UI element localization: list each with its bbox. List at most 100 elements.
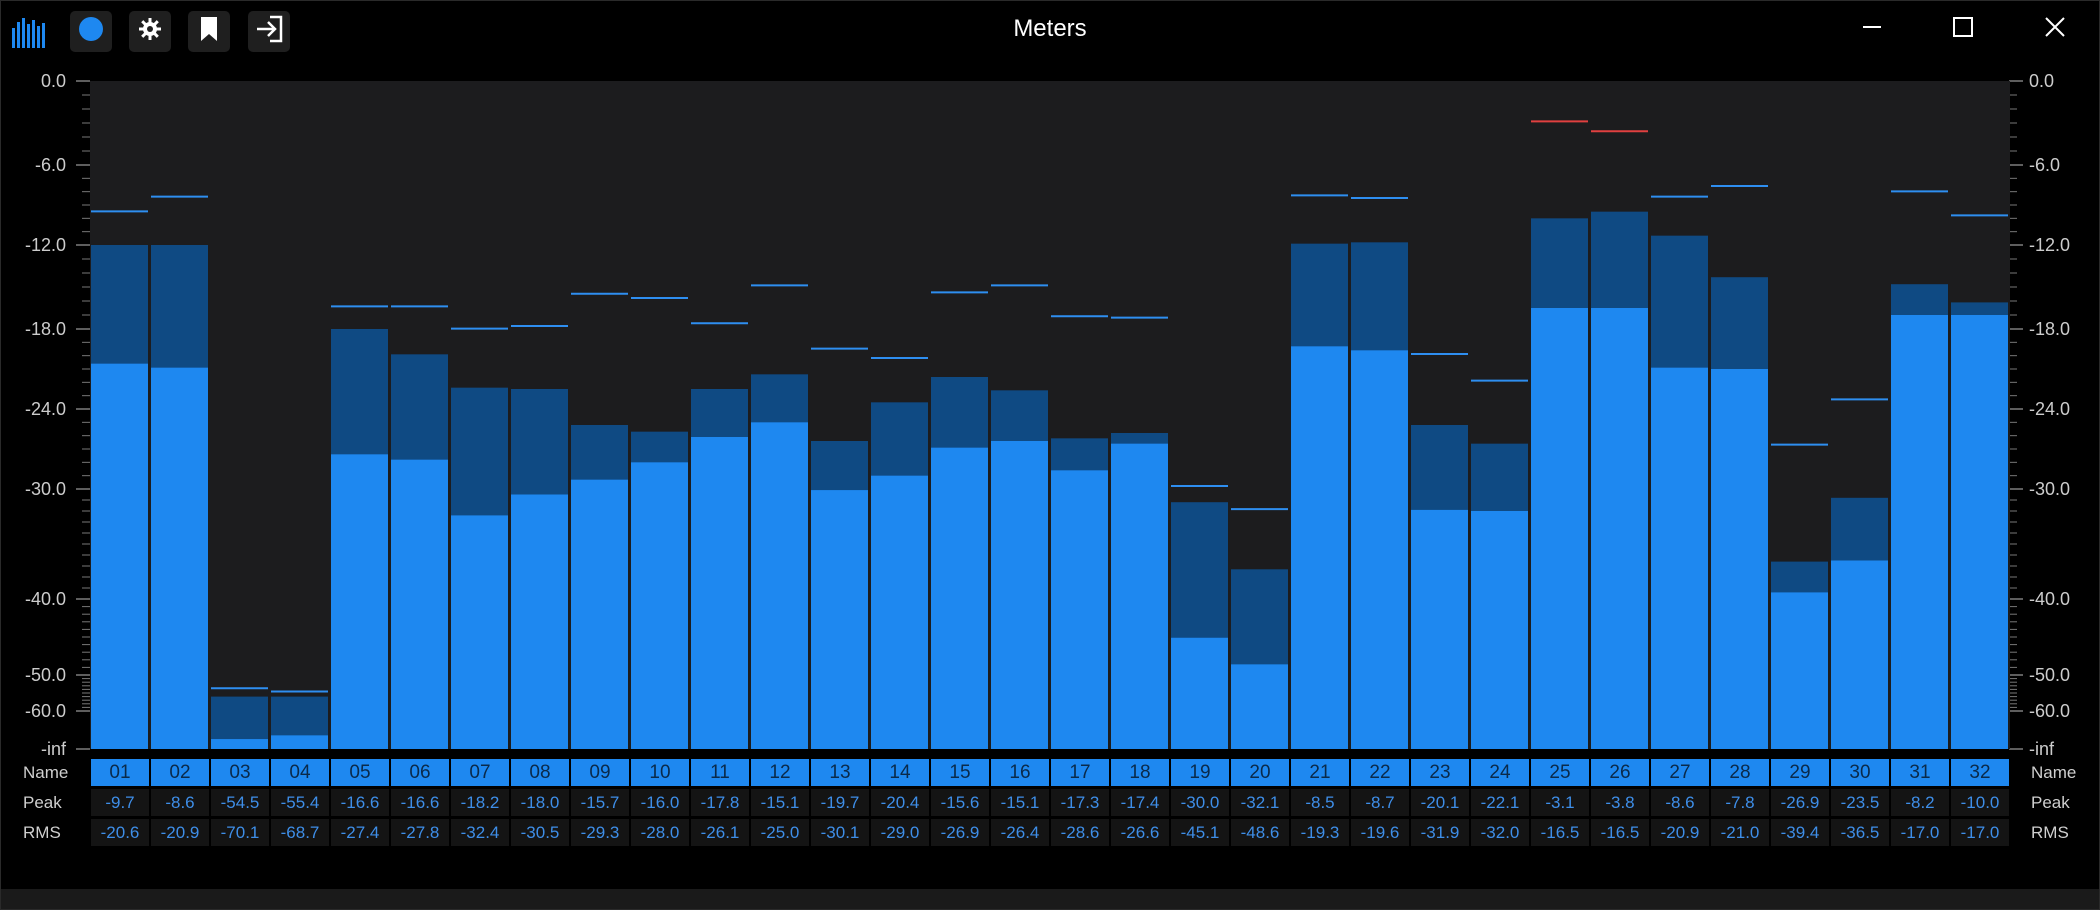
- name-cell-10[interactable]: 10: [631, 759, 689, 786]
- record-button[interactable]: [70, 11, 112, 52]
- name-cell-16[interactable]: 16: [991, 759, 1049, 786]
- scale-tick-label: -50.0: [2029, 665, 2071, 685]
- row-label-name: Name: [23, 763, 69, 782]
- scale-tick-label: -18.0: [24, 319, 66, 339]
- name-cell-30[interactable]: 30: [1831, 759, 1889, 786]
- minimize-button[interactable]: [1842, 9, 1902, 49]
- rms-bar: [1531, 308, 1588, 749]
- peak-cell-14: -20.4: [871, 789, 929, 816]
- minimize-icon: [1862, 17, 1882, 42]
- rms-bar: [991, 441, 1048, 749]
- scale-tick-label: -24.0: [2029, 399, 2071, 419]
- channel-meter-29: [1771, 443, 1828, 749]
- peak-cell-17: -17.3: [1051, 789, 1109, 816]
- peak-cell-19: -30.0: [1171, 789, 1229, 816]
- rms-cell-18: -26.6: [1111, 819, 1169, 846]
- rms-cell-29: -39.4: [1771, 819, 1829, 846]
- title-bar: Meters: [1, 1, 2099, 63]
- close-icon: [2044, 16, 2066, 43]
- name-cell-08[interactable]: 08: [511, 759, 569, 786]
- rms-cell-08: -30.5: [511, 819, 569, 846]
- channel-meter-05: [331, 305, 388, 749]
- name-cell-25[interactable]: 25: [1531, 759, 1589, 786]
- rms-bar: [871, 475, 928, 749]
- rms-cell-19: -45.1: [1171, 819, 1229, 846]
- scale-tick-label: -30.0: [24, 479, 66, 499]
- settings-button[interactable]: [129, 11, 171, 52]
- peak-cell-25: -3.1: [1531, 789, 1589, 816]
- bookmark-icon: [199, 16, 219, 47]
- row-label-name: Name: [2031, 763, 2077, 782]
- rms-bar: [1291, 346, 1348, 749]
- rms-cell-12: -25.0: [751, 819, 809, 846]
- rms-bar: [571, 479, 628, 749]
- rms-cell-05: -27.4: [331, 819, 389, 846]
- peak-cell-23: -20.1: [1411, 789, 1469, 816]
- scale-tick-label: -inf: [2029, 739, 2055, 759]
- peak-cell-28: -7.8: [1711, 789, 1769, 816]
- name-cell-26[interactable]: 26: [1591, 759, 1649, 786]
- name-cell-31[interactable]: 31: [1891, 759, 1949, 786]
- name-cell-02[interactable]: 02: [151, 759, 209, 786]
- rms-bar: [91, 363, 148, 749]
- meter-plot-area: [90, 81, 2010, 749]
- rms-bar: [211, 739, 268, 749]
- channel-meter-26: [1591, 130, 1648, 749]
- name-cell-06[interactable]: 06: [391, 759, 449, 786]
- peak-cell-11: -17.8: [691, 789, 749, 816]
- peak-cell-18: -17.4: [1111, 789, 1169, 816]
- row-label-peak: Peak: [23, 793, 62, 812]
- channel-meter-11: [691, 322, 748, 749]
- rms-bar: [1891, 315, 1948, 749]
- name-cell-28[interactable]: 28: [1711, 759, 1769, 786]
- peak-cell-05: -16.6: [331, 789, 389, 816]
- name-cell-18[interactable]: 18: [1111, 759, 1169, 786]
- maximize-button[interactable]: [1933, 9, 1993, 49]
- name-cell-32[interactable]: 32: [1951, 759, 2009, 786]
- name-cell-23[interactable]: 23: [1411, 759, 1469, 786]
- name-cell-09[interactable]: 09: [571, 759, 629, 786]
- name-cell-29[interactable]: 29: [1771, 759, 1829, 786]
- channel-meter-16: [991, 284, 1048, 749]
- channel-readout-table: Name Name 01 02 03 04 05 06 07 08 09 10 11 12 13 14 15 16…: [1, 757, 2100, 853]
- name-cell-13[interactable]: 13: [811, 759, 869, 786]
- exit-icon: [254, 15, 284, 48]
- close-button[interactable]: [2025, 9, 2085, 49]
- exit-button[interactable]: [248, 11, 290, 52]
- rms-cell-28: -21.0: [1711, 819, 1769, 846]
- rms-bar: [1111, 443, 1168, 749]
- name-cell-12[interactable]: 12: [751, 759, 809, 786]
- name-cell-11[interactable]: 11: [691, 759, 749, 786]
- name-cell-22[interactable]: 22: [1351, 759, 1409, 786]
- peak-cell-07: -18.2: [451, 789, 509, 816]
- name-cell-19[interactable]: 19: [1171, 759, 1229, 786]
- name-cell-05[interactable]: 05: [331, 759, 389, 786]
- name-cell-01[interactable]: 01: [91, 759, 149, 786]
- scale-tick-label: -30.0: [2029, 479, 2071, 499]
- channel-meter-06: [391, 305, 448, 749]
- rms-cell-02: -20.9: [151, 819, 209, 846]
- name-cell-15[interactable]: 15: [931, 759, 989, 786]
- name-cell-04[interactable]: 04: [271, 759, 329, 786]
- rms-bar: [1231, 664, 1288, 749]
- name-cell-24[interactable]: 24: [1471, 759, 1529, 786]
- name-cell-03[interactable]: 03: [211, 759, 269, 786]
- right-db-scale: 0.0 -6.0 -12.0 -18.0 -24.0 -30.0 -40.0 -50.0 -60…: [2009, 61, 2100, 761]
- rms-bar: [1591, 308, 1648, 749]
- bookmark-button[interactable]: [188, 11, 230, 52]
- name-cell-07[interactable]: 07: [451, 759, 509, 786]
- scale-tick-label: -40.0: [24, 589, 66, 609]
- scale-tick-label: -24.0: [24, 399, 66, 419]
- name-cell-20[interactable]: 20: [1231, 759, 1289, 786]
- name-cell-14[interactable]: 14: [871, 759, 929, 786]
- name-cell-21[interactable]: 21: [1291, 759, 1349, 786]
- rms-cell-17: -28.6: [1051, 819, 1109, 846]
- row-label-rms: RMS: [23, 823, 61, 842]
- scale-tick-label: 0.0: [40, 71, 66, 91]
- name-cell-27[interactable]: 27: [1651, 759, 1709, 786]
- name-cell-17[interactable]: 17: [1051, 759, 1109, 786]
- peak-cell-21: -8.5: [1291, 789, 1349, 816]
- rms-cell-09: -29.3: [571, 819, 629, 846]
- scale-tick-label: -18.0: [2029, 319, 2071, 339]
- channel-meter-28: [1711, 185, 1768, 749]
